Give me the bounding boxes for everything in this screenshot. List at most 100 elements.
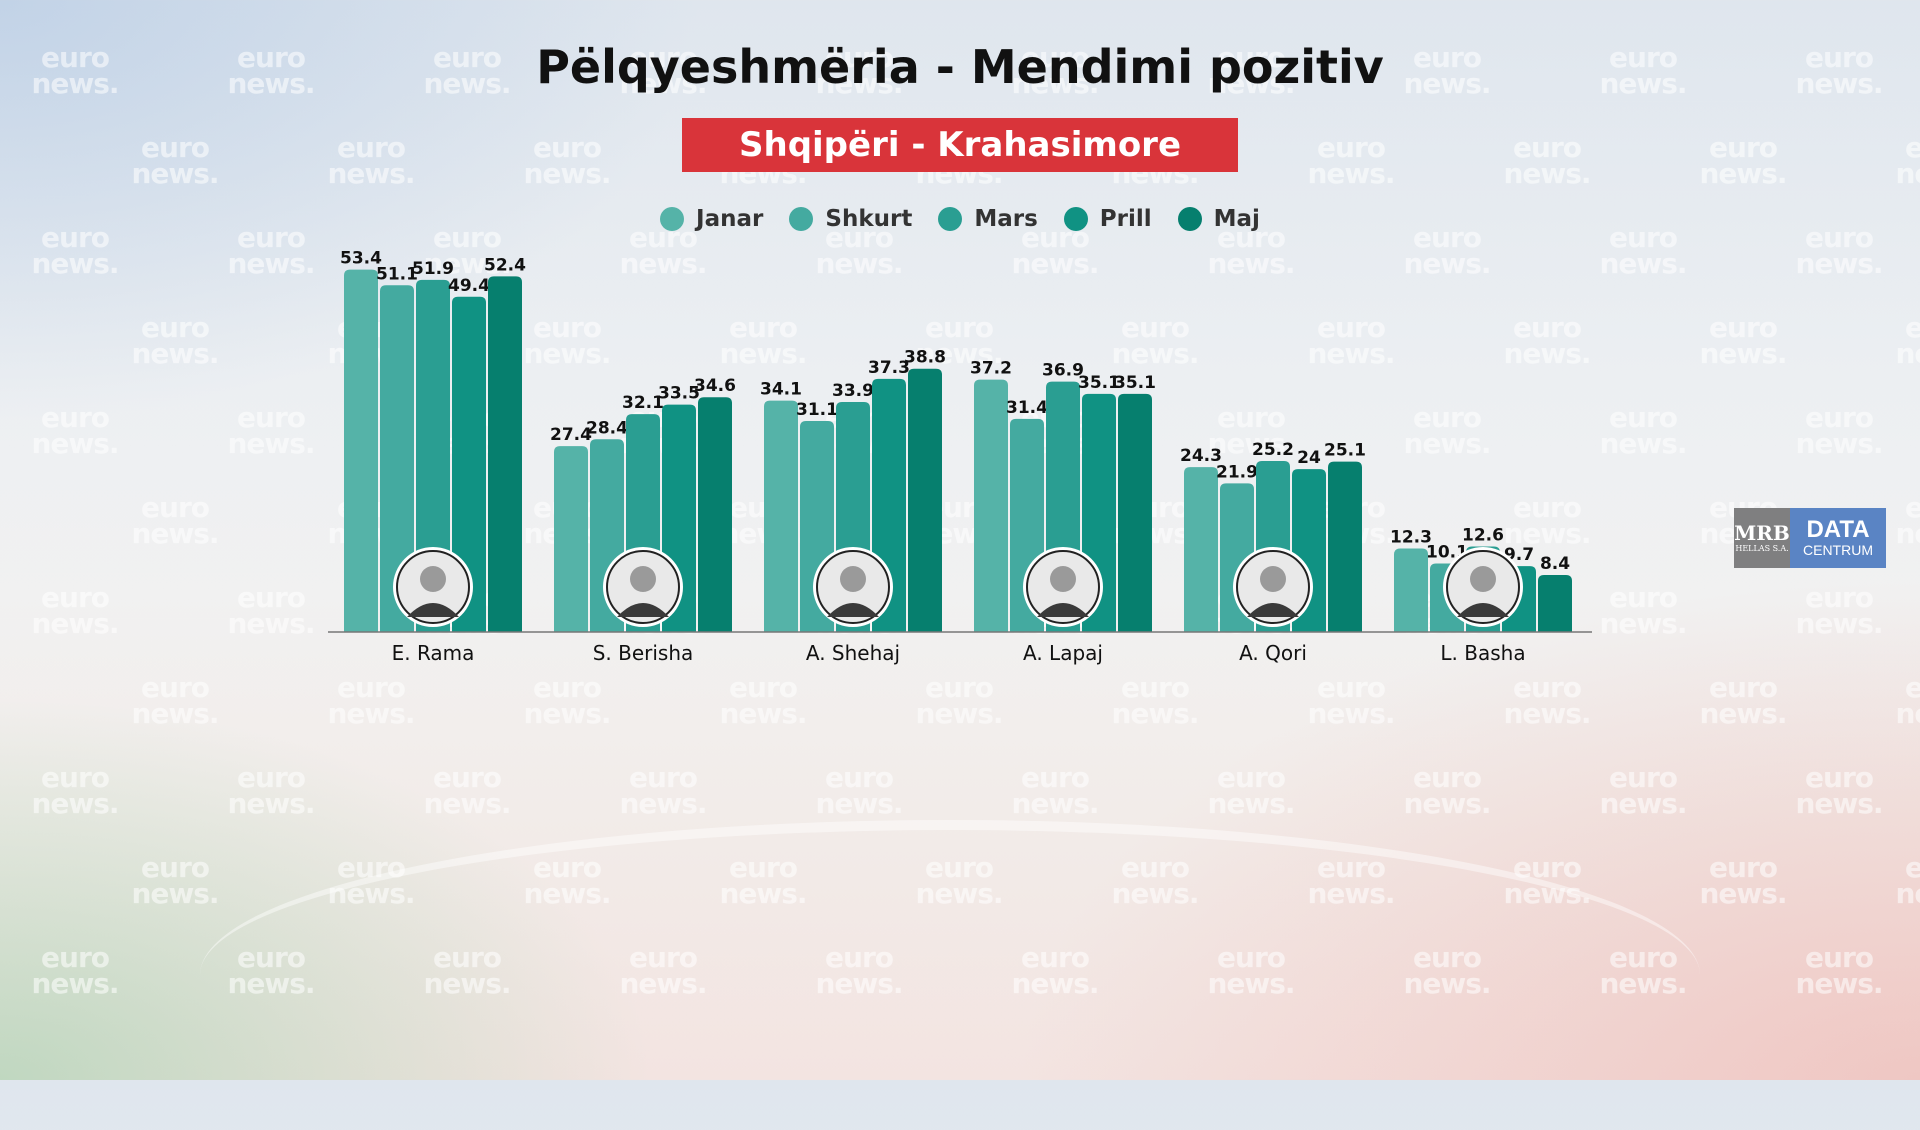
- euronews-watermark-line1: euro: [237, 221, 306, 254]
- euronews-watermark-line1: euro: [41, 581, 110, 614]
- avatar-lapaj-icon: [1023, 547, 1103, 627]
- data-label: 37.2: [970, 359, 1012, 379]
- euronews-watermark-line2: news.: [1895, 337, 1920, 370]
- datacentrum-logo: DATA CENTRUM: [1790, 508, 1886, 568]
- avatar-head: [630, 566, 656, 592]
- category-label: A. Lapaj: [1023, 641, 1103, 665]
- mrb-logo-subtext: HELLAS S.A.: [1735, 544, 1789, 553]
- euronews-watermark-line2: news.: [1599, 427, 1687, 460]
- euronews-watermark-line1: euro: [1709, 311, 1778, 344]
- datacentrum-logo-text: DATA: [1806, 516, 1870, 543]
- avatar-head: [1260, 566, 1286, 592]
- legend-swatch: [660, 207, 685, 231]
- euronews-watermark-line2: news.: [1111, 877, 1199, 910]
- euronews-watermark-line2: news.: [1307, 697, 1395, 730]
- euronews-watermark-line2: news.: [1599, 607, 1687, 640]
- euronews-watermark-line1: euro: [1609, 221, 1678, 254]
- euronews-watermark-line1: euro: [1905, 851, 1920, 884]
- data-label: 33.9: [832, 381, 874, 401]
- legend-swatch: [1063, 207, 1088, 231]
- euronews-watermark-line2: news.: [1895, 697, 1920, 730]
- bar-maj-4: [1328, 461, 1362, 632]
- euronews-watermark-line1: euro: [1609, 581, 1678, 614]
- bar-mars-0: [416, 279, 450, 632]
- data-label: 52.4: [484, 255, 526, 275]
- euronews-watermark-line2: news.: [1307, 157, 1395, 190]
- data-label: 51.1: [376, 264, 418, 284]
- legend-item-1: Shkurt: [789, 206, 912, 232]
- euronews-watermark-line2: news.: [227, 967, 315, 1000]
- euronews-watermark-line1: euro: [1021, 941, 1090, 974]
- data-label: 12.3: [1390, 528, 1432, 548]
- euronews-watermark-line1: euro: [1709, 131, 1778, 164]
- data-label: 21.9: [1216, 462, 1258, 482]
- euronews-watermark-line2: news.: [719, 697, 807, 730]
- euronews-watermark-line2: news.: [1403, 967, 1491, 1000]
- data-label: 35.1: [1114, 373, 1156, 393]
- avatar-shehaj-icon: [813, 547, 893, 627]
- bar-chart: 53.451.151.949.452.4E. Rama27.428.432.13…: [328, 249, 1592, 665]
- euronews-watermark-line1: euro: [141, 131, 210, 164]
- euronews-watermark-line2: news.: [131, 337, 219, 370]
- chart-subtitle: Shqipëri - Krahasimore: [682, 118, 1238, 172]
- euronews-watermark-line1: euro: [1217, 941, 1286, 974]
- euronews-watermark-line2: news.: [1403, 67, 1491, 100]
- euronews-watermark-line1: euro: [1413, 761, 1482, 794]
- euronews-watermark-line2: news.: [227, 427, 315, 460]
- euronews-watermark-line1: euro: [729, 311, 798, 344]
- euronews-watermark-line1: euro: [533, 671, 602, 704]
- euronews-watermark-line1: euro: [1805, 41, 1874, 74]
- euronews-watermark-line1: euro: [925, 851, 994, 884]
- euronews-watermark-line2: news.: [1699, 157, 1787, 190]
- avatar-berisha-icon: [603, 547, 683, 627]
- euronews-watermark-line1: euro: [1905, 491, 1920, 524]
- euronews-watermark-line1: euro: [1513, 671, 1582, 704]
- data-label: 35.1: [1078, 373, 1120, 393]
- euronews-watermark-line2: news.: [1111, 697, 1199, 730]
- euronews-watermark-line2: news.: [423, 967, 511, 1000]
- euronews-watermark-line2: news.: [1011, 67, 1099, 100]
- euronews-watermark-line1: euro: [1805, 941, 1874, 974]
- euronews-watermark-line2: news.: [227, 247, 315, 280]
- euronews-watermark-line1: euro: [1609, 41, 1678, 74]
- euronews-watermark-line1: euro: [41, 221, 110, 254]
- euronews-watermark-line2: news.: [915, 877, 1003, 910]
- data-label: 25.1: [1324, 441, 1366, 461]
- euronews-watermark-line1: euro: [1513, 851, 1582, 884]
- legend-item-0: Janar: [660, 206, 763, 232]
- legend-label: Shkurt: [825, 206, 913, 232]
- euronews-watermark-line1: euro: [1905, 311, 1920, 344]
- euronews-watermark-line1: euro: [433, 761, 502, 794]
- euronews-watermark-line2: news.: [1503, 517, 1591, 550]
- category-label: A. Shehaj: [806, 641, 900, 665]
- euronews-watermark-line1: euro: [237, 581, 306, 614]
- euronews-watermark-line2: news.: [1795, 787, 1883, 820]
- legend-label: Maj: [1213, 206, 1260, 232]
